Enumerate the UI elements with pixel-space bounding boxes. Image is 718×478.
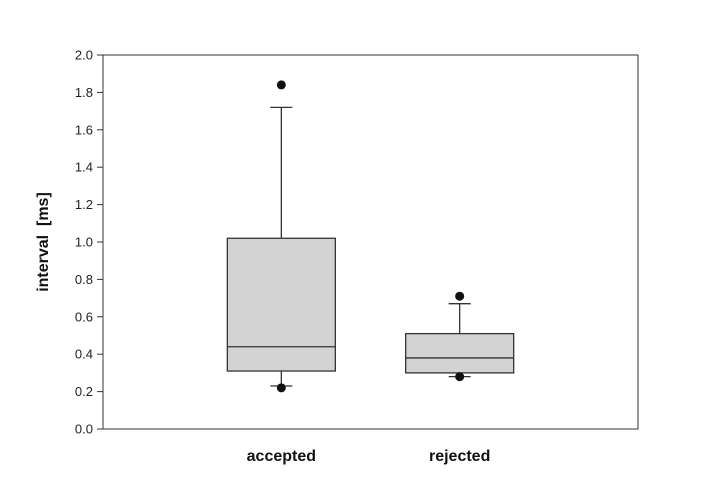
box-accepted [226,80,336,393]
outlier-point [276,383,286,393]
y-tick-label: 0.8 [75,272,93,287]
x-category-label: accepted [247,448,316,465]
outlier-point [455,372,465,382]
y-tick-label: 1.8 [75,85,93,100]
iqr-box [226,237,336,372]
y-tick-label: 1.4 [75,160,93,175]
boxes [226,80,515,393]
y-axis: 0.0 0.2 0.4 0.6 0.8 1.0 1.2 1.4 1.6 1.8 2.0 [75,48,103,437]
y-tick-label: 0.0 [75,422,93,437]
x-category-label: rejected [429,448,490,465]
outlier-point [276,80,286,90]
y-tick-label: 1.0 [75,235,93,250]
y-tick-label: 0.4 [75,347,93,362]
y-tick-label: 2.0 [75,48,93,63]
iqr-box [405,332,515,374]
y-tick-label: 0.2 [75,384,93,399]
y-tick-label: 1.6 [75,122,93,137]
y-tick-label: 0.6 [75,309,93,324]
outlier-point [455,291,465,301]
box-rejected [405,291,515,382]
plot-frame [102,54,639,430]
x-axis-labels: accepted rejected [247,448,491,465]
y-axis-title: interval [ms] [35,192,52,292]
y-tick-label: 1.2 [75,197,93,212]
